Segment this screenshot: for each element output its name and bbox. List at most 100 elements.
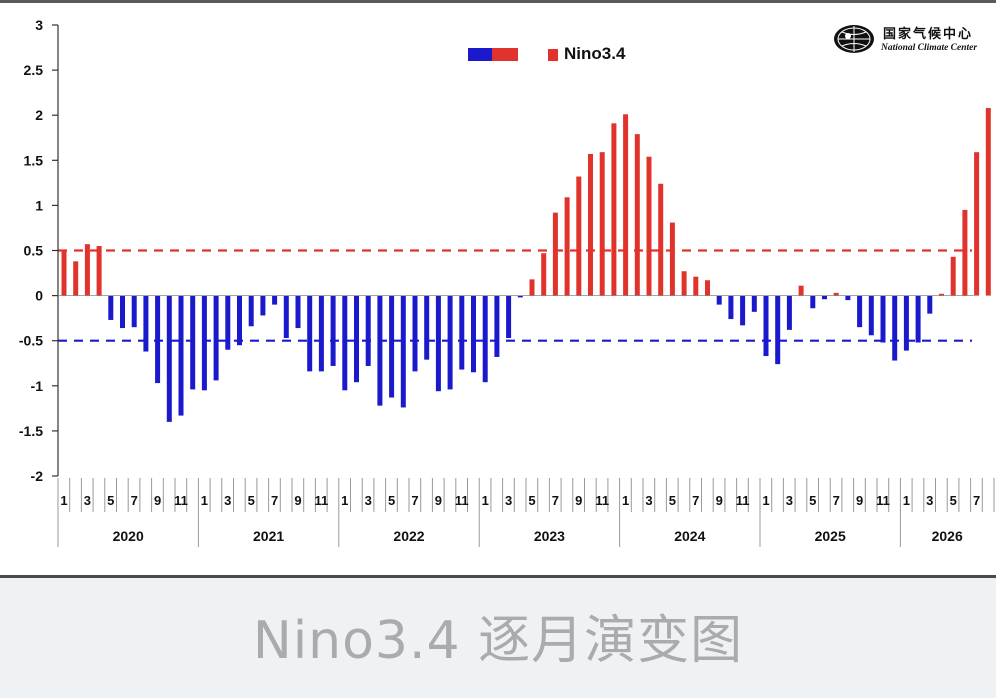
bar: [588, 153, 593, 296]
bar: [424, 295, 430, 360]
bar: [845, 295, 851, 301]
bar: [237, 295, 242, 346]
month-label: 7: [552, 493, 559, 508]
month-label: 9: [716, 493, 723, 508]
month-label: 5: [388, 493, 395, 508]
month-label: 5: [248, 493, 255, 508]
bar: [681, 271, 687, 296]
month-label: 9: [154, 493, 161, 508]
bar: [96, 245, 102, 296]
bar: [330, 295, 336, 366]
bar: [494, 295, 500, 357]
globe-icon: [834, 25, 874, 53]
bar: [283, 295, 289, 338]
month-label: 1: [60, 493, 67, 508]
bar: [459, 295, 465, 370]
bar: [705, 280, 710, 296]
month-label: 3: [786, 493, 793, 508]
bar: [740, 295, 746, 326]
bar: [61, 250, 67, 296]
year-label: 2026: [932, 528, 963, 544]
bar: [447, 295, 453, 390]
month-label: 9: [294, 493, 301, 508]
bar: [728, 295, 734, 320]
month-label: 5: [528, 493, 535, 508]
y-tick-label: 0.5: [24, 243, 44, 259]
month-label: 1: [341, 493, 348, 508]
bar: [775, 295, 781, 365]
month-label: 7: [131, 493, 138, 508]
month-label: 1: [903, 493, 910, 508]
bar: [868, 295, 874, 336]
chart-panel: 3 2.5 2 1.5 1 0.5 0 -0.5 -1 -1.5 -2 1 3 5 7 9 11 1 3 5 7 9 11 1…: [0, 3, 996, 575]
month-label: 11: [876, 493, 890, 508]
bar: [833, 292, 839, 296]
month-label: 5: [669, 493, 676, 508]
month-label: 3: [365, 493, 372, 508]
y-tick-label: 1: [35, 197, 43, 213]
bar: [751, 295, 757, 312]
bar: [354, 295, 359, 383]
bar: [798, 285, 804, 296]
bar: [155, 295, 161, 384]
bar: [985, 107, 991, 296]
y-tick-label: 2: [35, 107, 43, 123]
bar: [786, 295, 792, 330]
bar: [482, 295, 488, 383]
bar: [318, 295, 324, 372]
bar: [927, 295, 933, 314]
bar: [810, 295, 816, 309]
bar: [974, 152, 980, 296]
month-label: 11: [595, 493, 609, 508]
figure-caption: Nino3.4 逐月演变图: [252, 611, 744, 671]
bar: [178, 295, 184, 416]
bar: [950, 256, 956, 296]
bar: [108, 295, 114, 320]
year-label: 2023: [534, 528, 565, 544]
bar: [892, 295, 898, 361]
legend-swatch-negative: [468, 48, 492, 61]
month-label: 5: [107, 493, 114, 508]
bar: [295, 295, 301, 329]
bar: [564, 197, 570, 296]
bar: [471, 295, 476, 373]
y-tick-label: -1.5: [19, 423, 43, 439]
month-label: 9: [435, 493, 442, 508]
bar: [517, 295, 523, 298]
logo-name-cn: 国家气候中心: [883, 27, 974, 42]
bar: [166, 295, 172, 422]
y-tick-label: -1: [31, 378, 44, 394]
bar: [248, 295, 254, 327]
month-label: 3: [645, 493, 652, 508]
year-label: 2022: [393, 528, 424, 544]
bar: [611, 123, 617, 296]
year-label: 2025: [815, 528, 846, 544]
bar: [143, 295, 149, 352]
month-label: 11: [455, 493, 469, 508]
bar: [915, 295, 921, 343]
month-label: 7: [411, 493, 418, 508]
month-label: 3: [224, 493, 231, 508]
bar: [435, 295, 441, 392]
month-label: 5: [809, 493, 816, 508]
bar: [658, 183, 664, 296]
ncc-logo: 国家气候中心 National Climate Center: [833, 21, 993, 61]
month-label: 1: [622, 493, 629, 508]
month-label: 1: [762, 493, 769, 508]
month-label: 9: [856, 493, 863, 508]
legend-swatch-positive: [492, 48, 518, 61]
bar: [225, 295, 231, 350]
bar: [880, 295, 886, 343]
bar: [669, 222, 675, 296]
year-label: 2021: [253, 528, 284, 544]
bar: [576, 176, 582, 296]
month-label: 7: [973, 493, 980, 508]
bar: [201, 295, 207, 391]
y-tick-label: 0: [35, 288, 43, 304]
bar: [272, 295, 278, 305]
month-label: 9: [575, 493, 582, 508]
bar: [552, 212, 558, 296]
bar: [634, 134, 640, 296]
bar: [131, 295, 137, 328]
top-rule: [0, 0, 996, 3]
